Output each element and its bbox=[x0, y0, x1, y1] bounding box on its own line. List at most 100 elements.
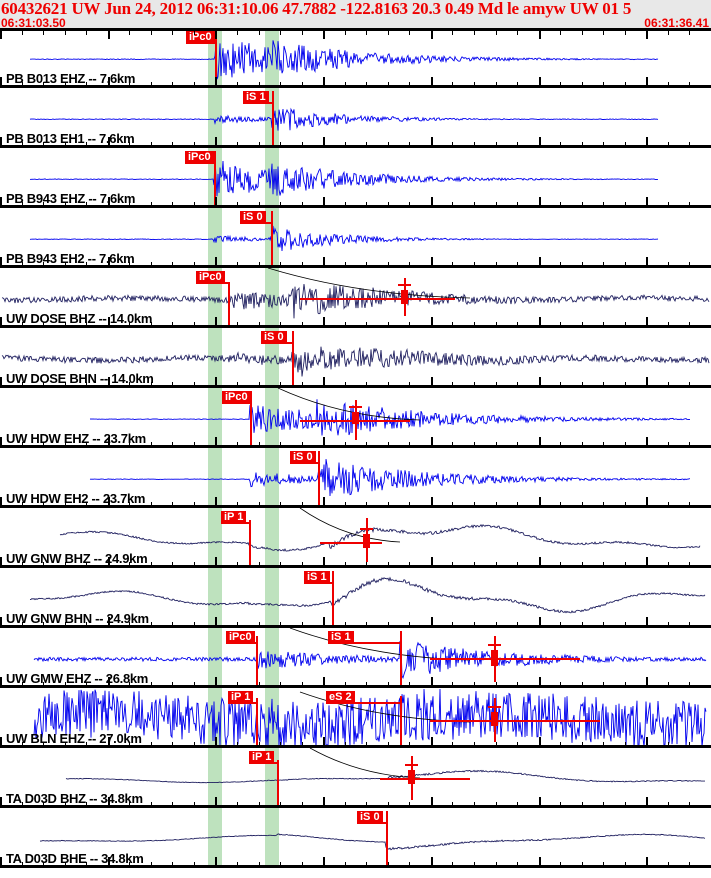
phase-pick-label[interactable]: iS 1 bbox=[328, 631, 354, 644]
trace-row[interactable]: iP 1 UW GNW BHZ -- 24.9km bbox=[0, 508, 711, 568]
phase-pick-label[interactable]: iS 0 bbox=[290, 451, 316, 464]
trace-row[interactable]: iPc0 UW HDW EHZ -- 23.7km bbox=[0, 388, 711, 448]
phase-pick-line[interactable] bbox=[332, 571, 334, 628]
channel-label[interactable]: TA D03D BHE -- 34.8km bbox=[6, 851, 144, 866]
time-tick-major bbox=[215, 557, 217, 568]
time-tick-major bbox=[0, 197, 2, 208]
trace-row[interactable]: iPc0 iS 1 UW GMW EHZ -- 26.8km bbox=[0, 628, 711, 688]
time-tick-minor bbox=[237, 862, 238, 868]
time-tick-major bbox=[431, 797, 433, 808]
time-tick-minor bbox=[689, 802, 690, 808]
phase-pick-label[interactable]: iS 0 bbox=[240, 211, 266, 224]
phase-pick-line[interactable] bbox=[256, 698, 258, 748]
phase-pick-label[interactable]: iPc0 bbox=[226, 631, 255, 644]
trace-row[interactable]: iP 1 eS 2 UW BLN EHZ -- 27.0km bbox=[0, 688, 711, 748]
time-tick-minor bbox=[603, 262, 604, 268]
time-tick-minor bbox=[388, 442, 389, 448]
channel-label[interactable]: PB B013 EH1 -- 7.6km bbox=[6, 131, 135, 146]
phase-pick-label[interactable]: iS 1 bbox=[304, 571, 330, 584]
phase-pick-line[interactable] bbox=[256, 636, 258, 688]
time-tick-minor bbox=[625, 30, 626, 35]
time-tick-major bbox=[108, 30, 110, 39]
trace-row[interactable]: iS 0 UW DOSE BHN -- 14.0km bbox=[0, 328, 711, 388]
time-tick-minor bbox=[65, 742, 66, 748]
channel-label[interactable]: UW DOSE BHZ -- 14.0km bbox=[6, 311, 153, 326]
phase-pick-line[interactable] bbox=[292, 331, 294, 388]
channel-label[interactable]: UW HDW EH2 -- 23.7km bbox=[6, 491, 146, 506]
phase-pick-label[interactable]: iPc0 bbox=[222, 391, 251, 404]
time-tick-minor bbox=[625, 322, 626, 328]
channel-label[interactable]: UW GMW EHZ -- 26.8km bbox=[6, 671, 149, 686]
phase-pick-line[interactable] bbox=[277, 760, 279, 808]
time-tick-minor bbox=[452, 202, 453, 208]
coda-level-line bbox=[320, 542, 382, 544]
trace-row[interactable]: iS 1 PB B013 EH1 -- 7.6km bbox=[0, 88, 711, 148]
phase-pick-line[interactable] bbox=[272, 91, 274, 148]
trace-row[interactable]: iS 0 TA D03D BHE -- 34.8km bbox=[0, 808, 711, 868]
channel-label[interactable]: UW GNW BHN -- 24.9km bbox=[6, 611, 149, 626]
time-tick-minor bbox=[560, 202, 561, 208]
trace-row[interactable]: iPc0 PB B943 EHZ -- 7.6km bbox=[0, 148, 711, 208]
phase-pick-line[interactable] bbox=[400, 696, 402, 748]
phase-pick-label[interactable]: eS 2 bbox=[326, 691, 355, 704]
amplitude-marker-box[interactable] bbox=[352, 412, 359, 424]
phase-pick-label[interactable]: iS 0 bbox=[261, 331, 287, 344]
time-tick-minor bbox=[409, 262, 410, 268]
trace-row[interactable]: iP 1 TA D03D BHZ -- 34.8km bbox=[0, 748, 711, 808]
amplitude-marker-box[interactable] bbox=[408, 770, 415, 784]
phase-pick-label[interactable]: iPc0 bbox=[185, 151, 214, 164]
channel-label[interactable]: UW DOSE BHN -- 14.0km bbox=[6, 371, 154, 386]
channel-label[interactable]: PB B013 EHZ -- 7.6km bbox=[6, 71, 136, 86]
time-tick-minor bbox=[452, 322, 453, 328]
trace-row[interactable]: iS 1 UW GNW BHN -- 24.9km bbox=[0, 568, 711, 628]
phase-pick-line[interactable] bbox=[386, 811, 388, 868]
channel-label[interactable]: PB B943 EH2 -- 7.6km bbox=[6, 251, 135, 266]
time-tick-minor bbox=[86, 82, 87, 88]
time-tick-minor bbox=[194, 742, 195, 748]
time-tick-minor bbox=[582, 30, 583, 35]
time-tick-minor bbox=[280, 262, 281, 268]
time-tick-minor bbox=[194, 682, 195, 688]
amplitude-marker-box[interactable] bbox=[491, 712, 498, 726]
phase-pick-line[interactable] bbox=[250, 391, 252, 448]
time-tick-minor bbox=[496, 622, 497, 628]
time-tick-minor bbox=[259, 142, 260, 148]
trace-row[interactable]: iPc0 PB B013 EHZ -- 7.6km bbox=[0, 28, 711, 88]
phase-pick-label[interactable]: iPc0 bbox=[196, 271, 225, 284]
phase-pick-line[interactable] bbox=[400, 631, 402, 688]
time-tick-major bbox=[431, 437, 433, 448]
channel-label[interactable]: UW GNW BHZ -- 24.9km bbox=[6, 551, 148, 566]
phase-pick-line[interactable] bbox=[215, 31, 217, 88]
time-tick-minor bbox=[86, 202, 87, 208]
time-tick-minor bbox=[86, 802, 87, 808]
time-tick-minor bbox=[22, 82, 23, 88]
phase-pick-label[interactable]: iP 1 bbox=[221, 511, 247, 524]
trace-row[interactable]: iS 0 UW HDW EH2 -- 23.7km bbox=[0, 448, 711, 508]
plot-top-border bbox=[0, 28, 711, 31]
trace-panel-stack[interactable]: iPc0 PB B013 EHZ -- 7.6km iS 1 PB B013 EH1 … bbox=[0, 28, 711, 878]
phase-pick-label[interactable]: iS 0 bbox=[357, 811, 383, 824]
phase-pick-line[interactable] bbox=[214, 151, 216, 208]
phase-pick-label[interactable]: iP 1 bbox=[249, 751, 275, 764]
phase-pick-line[interactable] bbox=[318, 451, 320, 508]
channel-label[interactable]: TA D03D BHZ -- 34.8km bbox=[6, 791, 143, 806]
amplitude-marker-box[interactable] bbox=[491, 650, 498, 666]
time-tick-minor bbox=[129, 30, 130, 35]
phase-pick-label[interactable]: iS 1 bbox=[243, 91, 269, 104]
amplitude-marker-box[interactable] bbox=[401, 290, 408, 304]
time-tick-minor bbox=[129, 142, 130, 148]
phase-pick-line[interactable] bbox=[249, 520, 251, 568]
phase-pick-label[interactable]: iP 1 bbox=[228, 691, 254, 704]
phase-pick-line[interactable] bbox=[271, 211, 273, 268]
trace-row[interactable]: iS 0 PB B943 EH2 -- 7.6km bbox=[0, 208, 711, 268]
channel-label[interactable]: UW BLN EHZ -- 27.0km bbox=[6, 731, 142, 746]
phase-pick-line[interactable] bbox=[228, 282, 230, 328]
time-tick-minor bbox=[194, 562, 195, 568]
channel-label[interactable]: PB B943 EHZ -- 7.6km bbox=[6, 191, 136, 206]
time-tick-major bbox=[646, 677, 648, 688]
time-tick-minor bbox=[474, 142, 475, 148]
phase-pick-leader bbox=[226, 642, 256, 644]
channel-label[interactable]: UW HDW EHZ -- 23.7km bbox=[6, 431, 146, 446]
trace-row[interactable]: iPc0 UW DOSE BHZ -- 14.0km bbox=[0, 268, 711, 328]
amplitude-marker-box[interactable] bbox=[363, 534, 370, 548]
